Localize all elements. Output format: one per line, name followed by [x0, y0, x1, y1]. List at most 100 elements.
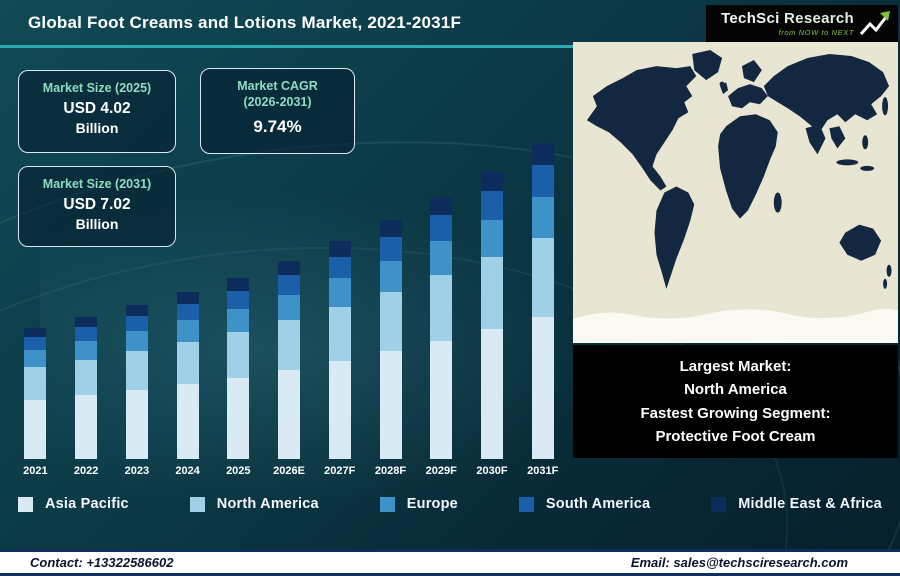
- logo-brand-part2: Research: [784, 10, 854, 27]
- logo-arrow-icon: [860, 10, 890, 35]
- logo-tagline: from NOW to NEXT: [778, 28, 854, 37]
- bar-segment-asia-pacific: [430, 341, 453, 459]
- bar-segment-europe: [430, 241, 453, 276]
- stat-value: 9.74%: [253, 116, 302, 136]
- bar-segment-europe: [24, 350, 47, 368]
- stat-unit: Billion: [75, 120, 119, 137]
- techsci-research-logo: TechSci Research from NOW to NEXT: [706, 5, 898, 42]
- stat-label: Market Size (2031): [42, 177, 152, 191]
- legend-item-asia-pacific: Asia Pacific: [18, 496, 129, 512]
- bar-segment-north-america: [75, 359, 98, 396]
- bar-segment-europe: [328, 278, 351, 307]
- bar-segment-asia-pacific: [75, 395, 98, 459]
- bar-segment-asia-pacific: [24, 400, 47, 459]
- bar-segment-middle-east-africa: [24, 328, 47, 338]
- page-title: Global Foot Creams and Lotions Market, 2…: [28, 13, 462, 32]
- logo-brand-part1: TechSci: [721, 10, 780, 27]
- bar-segment-middle-east-africa: [430, 196, 453, 216]
- stat-label-line2: (2026-2031): [243, 95, 312, 110]
- bar-segment-middle-east-africa: [278, 261, 301, 276]
- bar-segment-north-america: [430, 275, 453, 342]
- bar-segment-north-america: [531, 237, 554, 317]
- note-line: Largest Market:: [679, 358, 792, 375]
- bar-stack: [176, 292, 199, 459]
- bar-column-2027f: 2027F: [314, 112, 365, 478]
- legend: Asia Pacific North America Europe South Ame…: [0, 496, 900, 512]
- stat-label: Market Size (2025): [42, 81, 152, 95]
- legend-label: South America: [545, 496, 651, 512]
- bar-segment-asia-pacific: [227, 377, 250, 459]
- legend-swatch: [189, 496, 205, 512]
- logo-brand-text: TechSci Research: [721, 10, 854, 27]
- bar-segment-north-america: [328, 306, 351, 361]
- bar-stack: [379, 220, 402, 459]
- legend-item-middle-east-africa: Middle East & Africa: [711, 496, 882, 512]
- bar-stack: [531, 143, 554, 459]
- note-line: North America: [684, 381, 787, 399]
- bar-segment-north-america: [278, 320, 301, 370]
- bar-column-2023: 2023: [111, 112, 162, 478]
- legend-label: Middle East & Africa: [738, 496, 882, 512]
- footer-top-stripe: [0, 549, 900, 552]
- bar-segment-south-america: [328, 256, 351, 279]
- x-axis-label: 2022: [73, 465, 99, 477]
- market-note-box: Largest Market: North America Fastest Gr…: [573, 345, 898, 458]
- x-axis-label: 2027F: [324, 465, 356, 477]
- x-axis-label: 2021: [23, 465, 48, 477]
- footer: Contact: +13322586602 Email: sales@techs…: [0, 549, 900, 576]
- bar-segment-asia-pacific: [278, 369, 301, 459]
- legend-swatch: [711, 496, 727, 512]
- bar-segment-south-america: [125, 315, 148, 332]
- market-size-2031-box: Market Size (2031) USD 7.02 Billion: [18, 166, 176, 247]
- bar-segment-europe: [75, 341, 98, 360]
- bar-segment-south-america: [227, 290, 250, 309]
- bar-segment-north-america: [480, 257, 503, 330]
- map-antarctica: [573, 308, 898, 343]
- bar-segment-europe: [125, 331, 148, 352]
- bar-segment-asia-pacific: [328, 360, 351, 459]
- world-map-svg: [573, 42, 898, 343]
- legend-label: Asia Pacific: [45, 496, 129, 512]
- bar-column-2029f: 2029F: [416, 112, 467, 478]
- bar-segment-north-america: [176, 342, 199, 384]
- bar-segment-middle-east-africa: [328, 241, 351, 257]
- x-axis-label: 2028F: [374, 465, 407, 477]
- x-axis-label: 2025: [226, 465, 251, 477]
- legend-label: Europe: [406, 496, 458, 512]
- logo-text: TechSci Research from NOW to NEXT: [721, 10, 854, 37]
- bar-stack: [430, 196, 453, 459]
- legend-swatch: [518, 496, 534, 512]
- map-continents: [586, 50, 892, 289]
- x-axis-label: 2026E: [273, 465, 305, 477]
- x-axis-label: 2023: [124, 465, 150, 477]
- bar-segment-asia-pacific: [379, 351, 402, 459]
- market-cagr-box: Market CAGR (2026-2031) 9.74%: [200, 68, 355, 154]
- bar-segment-asia-pacific: [176, 383, 199, 459]
- bar-stack: [328, 241, 351, 459]
- world-map: [573, 42, 898, 343]
- bar-segment-europe: [480, 220, 503, 258]
- bar-stack: [75, 316, 98, 459]
- bar-segment-europe: [531, 196, 554, 238]
- bar-column-2025: 2025: [213, 112, 264, 478]
- x-axis-label: 2029F: [425, 465, 457, 477]
- legend-label: North America: [216, 496, 319, 512]
- legend-swatch: [18, 496, 33, 512]
- footer-band: Contact: +13322586602 Email: sales@techs…: [0, 552, 900, 573]
- legend-item-north-america: North America: [189, 496, 319, 512]
- bar-segment-south-america: [75, 326, 98, 342]
- bar-segment-north-america: [125, 351, 148, 390]
- stacked-bar-chart: 2021 2022 2023 2024 2025 2026E 2027F 2028F 2029F…: [10, 112, 568, 478]
- x-axis-label: 2030F: [476, 465, 508, 477]
- bar-segment-north-america: [227, 332, 250, 378]
- contact-email: Email: sales@techsciresearch.com: [630, 555, 848, 570]
- bar-segment-middle-east-africa: [125, 305, 148, 316]
- bar-segment-south-america: [480, 191, 503, 221]
- bar-segment-middle-east-africa: [176, 292, 199, 304]
- bar-segment-north-america: [379, 291, 402, 352]
- stat-value: USD 4.02: [63, 100, 131, 118]
- bar-segment-middle-east-africa: [379, 220, 402, 237]
- bar-stack: [125, 305, 148, 459]
- bar-column-2022: 2022: [61, 112, 112, 478]
